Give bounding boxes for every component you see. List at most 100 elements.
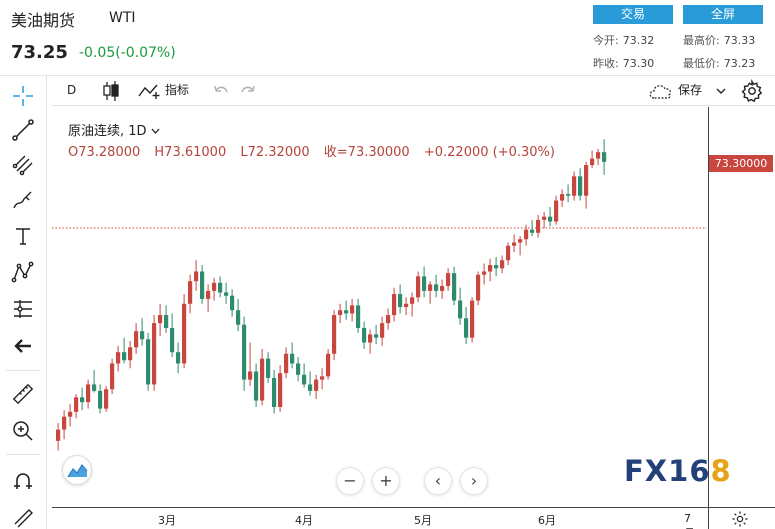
candle[interactable] xyxy=(422,266,427,298)
zoom-out-button[interactable]: − xyxy=(336,467,364,495)
magnet-icon[interactable] xyxy=(11,469,35,493)
indicators-icon[interactable] xyxy=(138,82,162,100)
candle[interactable] xyxy=(326,348,331,380)
candle[interactable] xyxy=(188,274,193,314)
candle[interactable] xyxy=(512,234,517,253)
candle[interactable] xyxy=(152,315,157,391)
candle[interactable] xyxy=(524,224,529,246)
candle[interactable] xyxy=(602,139,607,175)
candle[interactable] xyxy=(350,298,355,322)
candle[interactable] xyxy=(404,297,409,316)
candle[interactable] xyxy=(596,148,601,166)
cloud-icon[interactable] xyxy=(648,81,674,101)
undo-icon[interactable] xyxy=(212,83,230,99)
candle[interactable] xyxy=(344,300,349,320)
candle[interactable] xyxy=(380,316,385,346)
candle[interactable] xyxy=(194,260,199,291)
candle[interactable] xyxy=(176,342,181,374)
time-axis[interactable]: 3月 4月 5月 6月 7月 xyxy=(52,507,708,529)
candle[interactable] xyxy=(386,308,391,330)
candle[interactable] xyxy=(248,342,253,387)
candle[interactable] xyxy=(284,347,289,378)
candle[interactable] xyxy=(290,342,295,369)
candle[interactable] xyxy=(410,292,415,317)
indicators-button[interactable]: 指标 xyxy=(165,83,190,97)
candle[interactable] xyxy=(548,207,553,227)
candle[interactable] xyxy=(218,276,223,298)
candle[interactable] xyxy=(212,277,217,301)
candle[interactable] xyxy=(242,316,247,391)
candle[interactable] xyxy=(230,289,235,317)
candle[interactable] xyxy=(470,297,475,343)
candle[interactable] xyxy=(362,321,367,349)
candle[interactable] xyxy=(476,271,481,306)
candle[interactable] xyxy=(392,287,397,322)
candle[interactable] xyxy=(62,410,67,440)
candle[interactable] xyxy=(338,303,343,324)
candle[interactable] xyxy=(584,161,589,209)
candlestick-chart[interactable] xyxy=(52,107,707,507)
candle[interactable] xyxy=(110,358,115,395)
brush-icon[interactable] xyxy=(11,188,35,212)
candle[interactable] xyxy=(92,369,97,393)
redo-icon[interactable] xyxy=(239,83,257,99)
candle[interactable] xyxy=(68,403,73,427)
candle[interactable] xyxy=(98,384,103,414)
candle[interactable] xyxy=(374,324,379,345)
candle[interactable] xyxy=(80,387,85,411)
candle[interactable] xyxy=(206,284,211,312)
chevron-down-icon[interactable] xyxy=(151,127,160,135)
candle[interactable] xyxy=(56,423,61,451)
candle[interactable] xyxy=(506,242,511,266)
pattern-icon[interactable] xyxy=(11,260,35,284)
candle[interactable] xyxy=(536,215,541,238)
candle[interactable] xyxy=(416,271,421,303)
candle[interactable] xyxy=(302,363,307,388)
candle[interactable] xyxy=(440,279,445,299)
candle[interactable] xyxy=(146,332,151,391)
zoom-in-icon[interactable] xyxy=(11,419,35,443)
candle[interactable] xyxy=(164,305,169,333)
candle[interactable] xyxy=(434,274,439,298)
gear-icon[interactable] xyxy=(731,510,749,528)
candle[interactable] xyxy=(116,345,121,372)
candle[interactable] xyxy=(278,365,283,412)
candle[interactable] xyxy=(296,357,301,382)
gear-icon[interactable] xyxy=(740,79,764,103)
candle[interactable] xyxy=(158,303,163,337)
candle[interactable] xyxy=(308,371,313,396)
candle[interactable] xyxy=(320,368,325,390)
candle[interactable] xyxy=(314,374,319,399)
chevron-down-icon[interactable] xyxy=(716,86,726,96)
candle[interactable] xyxy=(560,189,565,207)
trade-button[interactable]: 交易 xyxy=(593,5,673,24)
candle[interactable] xyxy=(356,298,361,333)
candle[interactable] xyxy=(254,363,259,407)
candle[interactable] xyxy=(518,236,523,256)
prediction-icon[interactable] xyxy=(11,297,35,321)
save-button[interactable]: 保存 xyxy=(678,83,703,97)
candle[interactable] xyxy=(482,263,487,285)
candle[interactable] xyxy=(332,310,337,361)
chart-logo-button[interactable] xyxy=(62,455,92,485)
candle[interactable] xyxy=(494,257,499,277)
candle[interactable] xyxy=(236,298,241,332)
candle[interactable] xyxy=(170,313,175,357)
candle[interactable] xyxy=(500,255,505,274)
candle[interactable] xyxy=(488,258,493,282)
candle[interactable] xyxy=(452,266,457,306)
candle[interactable] xyxy=(572,171,577,201)
candle[interactable] xyxy=(224,282,229,304)
candle[interactable] xyxy=(398,284,403,314)
candle[interactable] xyxy=(74,394,79,419)
candle[interactable] xyxy=(464,307,469,345)
fib-channel-icon[interactable] xyxy=(11,153,35,177)
candle[interactable] xyxy=(200,265,205,304)
candle[interactable] xyxy=(368,329,373,354)
candle[interactable] xyxy=(134,323,139,354)
candle[interactable] xyxy=(578,168,583,201)
candle[interactable] xyxy=(530,219,535,237)
candle[interactable] xyxy=(446,268,451,291)
price-axis[interactable] xyxy=(708,107,775,507)
candle[interactable] xyxy=(86,379,91,409)
